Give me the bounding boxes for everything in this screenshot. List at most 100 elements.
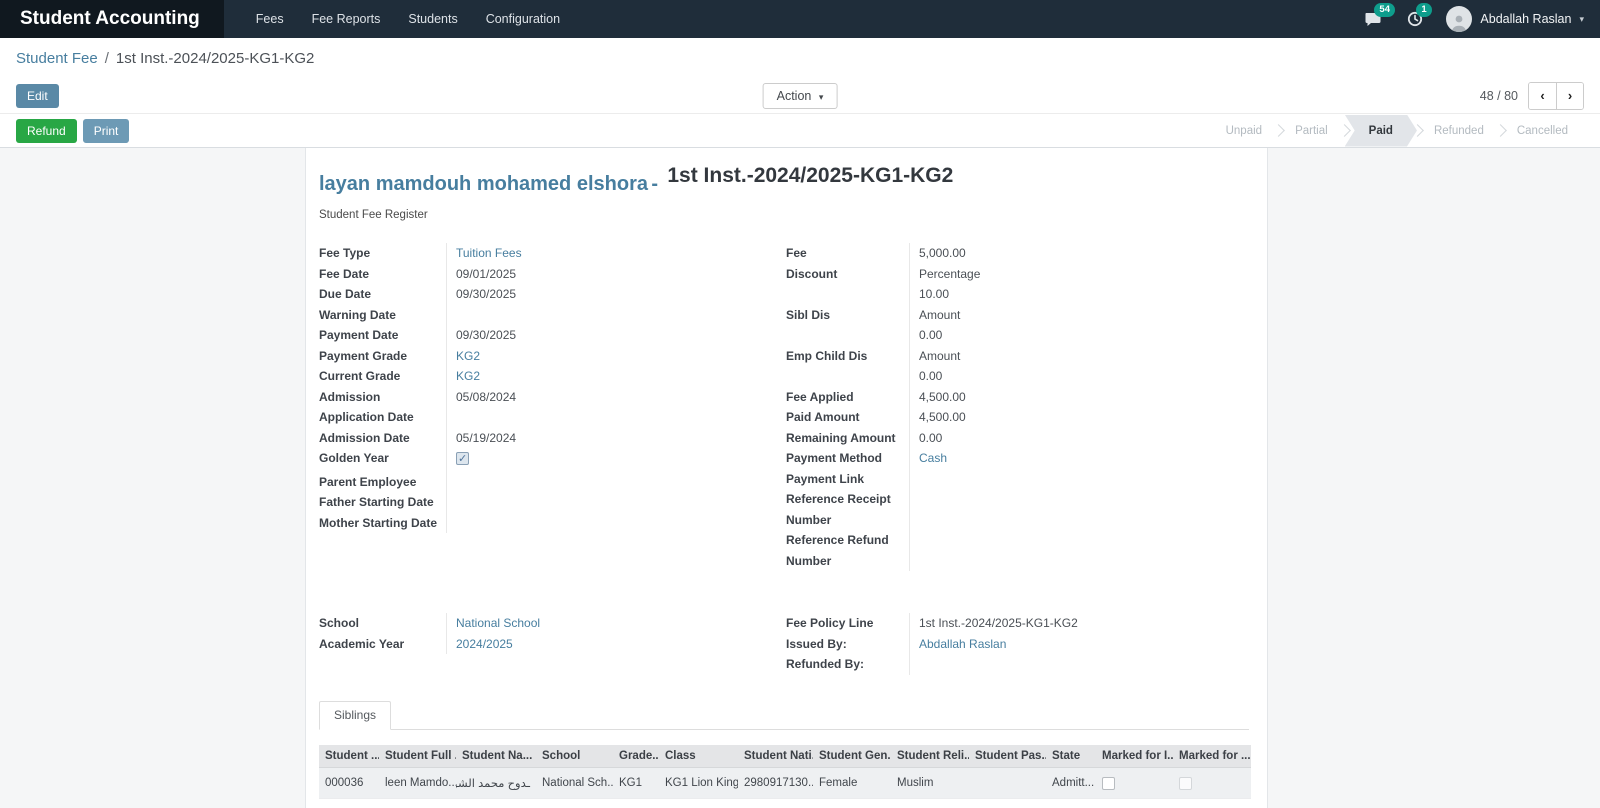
column-header-student-passport[interactable]: Student Pas... [969,744,1046,768]
field-row-reference-refund-number: Reference Refund Number [786,530,1249,571]
menu-students[interactable]: Students [408,12,458,26]
form-view: layan mamdouh mohamed elshora - 1st Inst… [0,148,1600,808]
column-header-student-religion[interactable]: Student Reli... [891,744,969,768]
activities-badge: 1 [1416,3,1432,17]
academic-year-link[interactable]: 2024/2025 [456,636,513,651]
breadcrumb-parent[interactable]: Student Fee [16,49,98,67]
field-label: Refunded By: [786,657,864,671]
field-label: Reference Receipt Number [786,492,891,527]
emp-child-dis-amount-value: 0.00 [919,369,943,383]
right-field-column: Fee 5,000.00 Discount Percentage 10.00 S… [786,243,1249,571]
payment-method-link[interactable]: Cash [919,451,948,465]
field-label: Admission Application Date [319,389,414,425]
action-dropdown-button[interactable]: Action ▾ [762,82,838,109]
chevron-down-icon: ▾ [816,91,824,102]
control-panel: Edit Action ▾ 48 / 80 ‹ › [0,78,1600,114]
field-label: Current Grade [319,369,401,383]
field-label: Sibl Dis [786,307,831,322]
pager: 48 / 80 ‹ › [1480,81,1584,110]
column-header-student-name-arabic[interactable]: Student Na... [456,744,536,768]
field-label: Emp Child Dis [786,348,868,363]
status-step-unpaid[interactable]: Unpaid [1225,124,1263,137]
field-row-issued-by: Issued By: Abdallah Raslan [786,633,1249,654]
cell-gender: Female [813,767,891,799]
field-row-fee-date: Fee Date 09/01/2025 [319,263,786,284]
pager-previous-button[interactable]: ‹ [1529,82,1556,109]
field-label: Discount [786,266,838,281]
pager-next-button[interactable]: › [1556,82,1583,109]
field-row-admission-application-date: Admission Application Date 05/08/2024 [319,386,786,428]
messages-icon[interactable]: 54 [1362,3,1395,29]
column-header-state[interactable]: State [1046,744,1096,768]
status-pipeline: Unpaid Partial Paid Refunded Cancelled [1210,115,1584,147]
remaining-amount-value: 0.00 [919,430,943,445]
status-step-cancelled[interactable]: Cancelled [1516,124,1568,137]
column-header-student-code[interactable]: Student ... [319,744,379,768]
edit-button[interactable]: Edit [16,83,59,108]
field-label: Mother Starting Date [319,515,438,530]
status-step-paid[interactable]: Paid [1345,115,1417,147]
field-label: Fee [786,246,807,260]
menu-fee-reports[interactable]: Fee Reports [311,12,381,26]
field-row-payment-link: Payment Link [786,468,1249,489]
column-header-marked-installment[interactable]: Marked for I... [1096,744,1173,768]
field-row-remaining-amount: Remaining Amount 0.00 [786,427,1249,448]
fee-applied-value: 4,500.00 [919,389,966,404]
main-menu: Fees Fee Reports Students Configuration [256,0,560,38]
cell-grade: KG1 [613,767,659,799]
app-brand[interactable]: Student Accounting [0,0,224,38]
chevron-down-icon: ▾ [1579,13,1584,24]
issued-by-link[interactable]: Abdallah Raslan [919,636,1007,651]
menu-configuration[interactable]: Configuration [485,12,561,26]
column-header-student-national-id[interactable]: Student Nati... [738,744,813,768]
fee-policy-line-value: 1st Inst.-2024/2025-KG1-KG2 [919,616,1078,630]
column-header-marked-other[interactable]: Marked for ... [1173,744,1251,768]
navbar-systray: 54 1 Abdallah Raslan ▾ [1362,0,1600,38]
user-menu[interactable]: Abdallah Raslan ▾ [1446,6,1584,32]
current-grade-link[interactable]: KG2 [456,369,481,383]
field-row-payment-grade: Payment Grade KG2 [319,345,786,366]
field-label: Payment Link [786,471,865,486]
fee-type-link[interactable]: Tuition Fees [456,246,522,260]
field-row-paid-amount: Paid Amount 4,500.00 [786,407,1249,428]
refund-button[interactable]: Refund [16,118,77,143]
due-date-value: 09/30/2025 [456,287,517,301]
field-label: Admission Date [319,430,410,445]
action-label: Action [776,88,812,103]
cell-student-code: 000038 [319,798,379,808]
column-header-class[interactable]: Class [659,744,738,768]
cell-marked-other [1173,767,1251,799]
left-field-column-2: School National School Academic Year 202… [319,613,786,675]
table-header-row: Student ... Student Full ... Student Na.… [319,744,1251,768]
marked-installment-checkbox [1102,776,1115,790]
column-header-grade[interactable]: Grade... [613,744,659,768]
sibling-row-000038[interactable]: 000038 ibrahim elsa... ـلسيد ابراهيم توف… [319,798,1251,808]
field-label: Fee Date [319,266,370,281]
field-label: Father Starting Date [319,495,434,509]
menu-fees[interactable]: Fees [255,12,284,26]
sibl-dis-amount-value: 0.00 [919,328,943,342]
cell-religion: Muslim [891,798,969,808]
activities-icon[interactable]: 1 [1404,3,1432,29]
column-header-school[interactable]: School [536,744,613,768]
left-field-column: Fee Type Tuition Fees Fee Date 09/01/202… [319,243,786,571]
payment-grade-link[interactable]: KG2 [456,348,481,363]
column-header-student-gender[interactable]: Student Gen... [813,744,891,768]
field-label: Fee Applied [786,389,854,404]
notebook-tabs: Siblings [319,700,1249,730]
status-step-refunded[interactable]: Refunded [1433,124,1484,137]
field-label: Payment Grade [319,348,408,363]
cell-state: Admitt... [1046,798,1096,808]
sibling-row-000036[interactable]: 000036 leen Mamdo... ـدوح محمد الشوره...… [319,767,1251,799]
tab-siblings[interactable]: Siblings [319,700,392,730]
fee-value: 5,000.00 [919,246,966,260]
pager-buttons: ‹ › [1528,81,1584,110]
field-label: Payment Method [786,451,883,465]
school-link[interactable]: National School [456,616,541,630]
field-row-school: School National School [319,613,786,634]
print-button[interactable]: Print [82,118,130,143]
field-group-secondary: School National School Academic Year 202… [319,613,1249,675]
column-header-student-full-name[interactable]: Student Full ... [379,744,456,768]
field-label: Academic Year [319,636,405,651]
status-step-partial[interactable]: Partial [1295,124,1328,137]
